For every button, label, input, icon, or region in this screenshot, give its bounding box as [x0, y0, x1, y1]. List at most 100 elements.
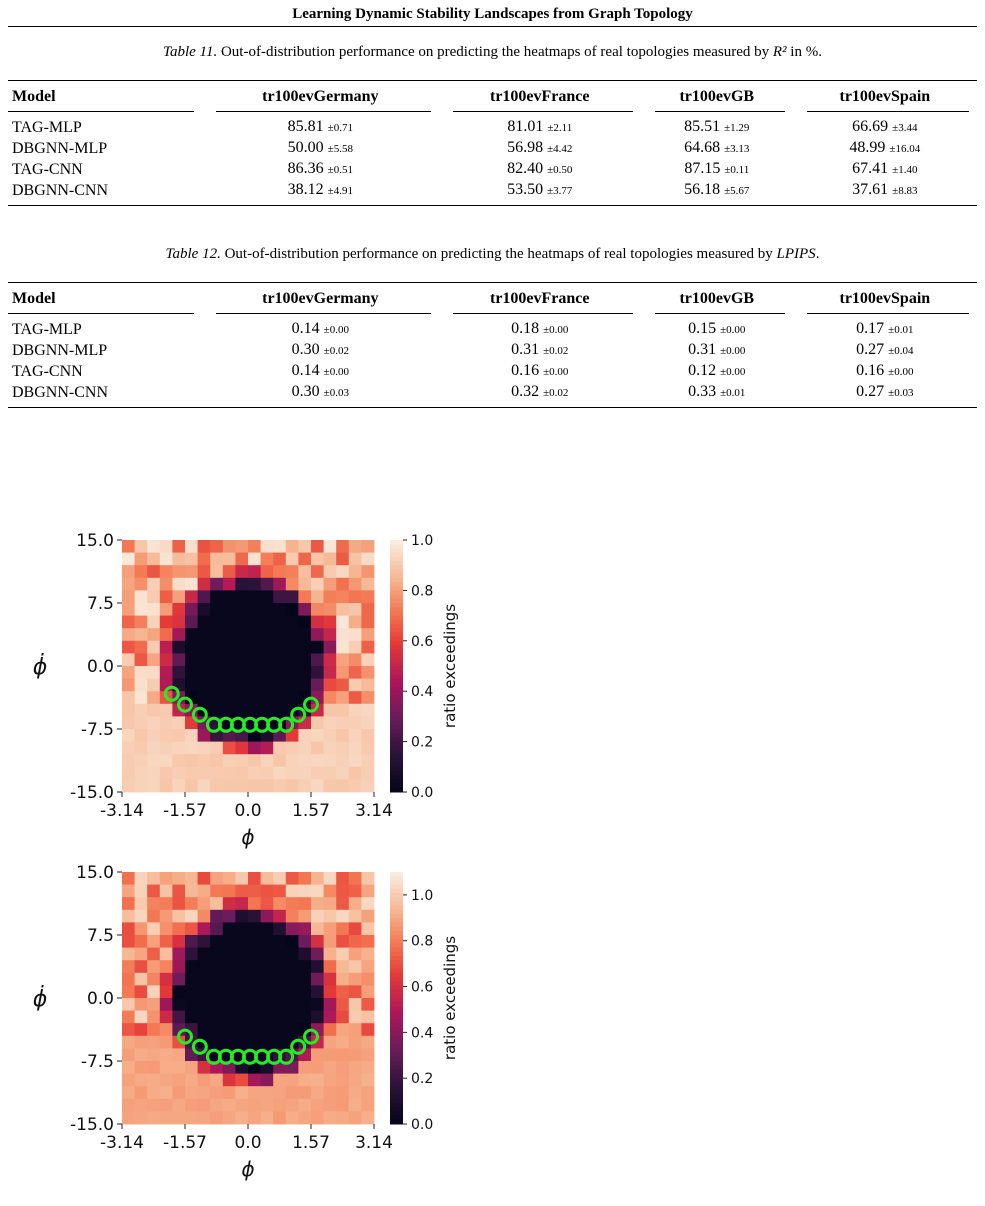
heatmap-cell [248, 766, 261, 780]
heatmap-cell [197, 947, 211, 961]
score-value: 38.12 [287, 181, 324, 198]
heatmap-cell [311, 640, 324, 654]
heatmap-cell [235, 897, 249, 911]
heatmap-cell [273, 1086, 287, 1100]
heatmap-cells [122, 540, 375, 793]
heatmap-cell [336, 972, 350, 986]
heatmap-cell [210, 779, 224, 793]
heatmap-cell [134, 935, 148, 948]
heatmap-cell [260, 779, 274, 793]
heatmap-cell [361, 972, 375, 986]
heatmap-cell [122, 766, 135, 780]
heatmap-cell [122, 972, 135, 986]
heatmap-cell [348, 922, 362, 936]
heatmap-cell [172, 766, 186, 780]
heatmap-cell [348, 729, 362, 742]
heatmap-cell [222, 884, 236, 898]
heatmap-cell [298, 947, 312, 961]
heatmap-cell [197, 552, 211, 566]
heatmap-cell [210, 998, 224, 1011]
model-name-cell: DBGNN-CNN [8, 382, 202, 408]
heatmap-cell [323, 754, 337, 768]
column-header-model: Model [8, 282, 202, 313]
score-std: ±3.44 [892, 122, 918, 134]
heatmap-cell [348, 1035, 362, 1049]
heatmap-cell [361, 922, 375, 936]
colorbar-segment [390, 712, 403, 717]
heatmap-cell [323, 935, 337, 948]
heatmap-cell [273, 766, 287, 780]
colorbar-tick-label: 1.0 [411, 888, 433, 904]
heatmap-cell [361, 960, 375, 974]
heatmap-cell [122, 960, 135, 974]
heatmap-cell [134, 1023, 148, 1037]
heatmap-cell [147, 998, 161, 1011]
heatmap-cell [260, 909, 274, 923]
heatmap-cell [210, 703, 224, 717]
colorbar-segment [390, 624, 403, 629]
heatmap-cell [336, 1073, 350, 1087]
colorbar-segment [390, 977, 403, 982]
heatmap-cell [147, 590, 161, 604]
heatmap-cell [222, 615, 236, 629]
heatmap-cell [336, 1048, 350, 1062]
heatmap-cell [298, 960, 312, 974]
heatmap-cell [336, 1098, 350, 1112]
heatmap-cell [323, 1098, 337, 1112]
heatmap-cell [159, 884, 173, 898]
heatmap-cell [248, 947, 261, 961]
heatmap-cell [235, 691, 249, 705]
heatmap-cell [172, 666, 186, 679]
heatmap-cell [185, 552, 198, 566]
heatmap-figure-top: 15.0 7.5 0.0 -7.5 -15.0-3.14 -1.57 0.0 1.57 3.14… [33, 531, 459, 849]
colorbar-tick-label: 0.0 [411, 1117, 433, 1133]
heatmap-cell [134, 985, 148, 999]
running-head-rule [8, 26, 977, 27]
heatmap-cell [159, 590, 173, 604]
table-row: TAG-MLP 85.81 ±0.71 81.01 ±2.11 85.51 ±1.29… [8, 112, 977, 138]
heatmap-cell [222, 922, 236, 936]
colorbar-segment [390, 1014, 403, 1020]
heatmap-cell [172, 540, 186, 553]
heatmap-cell [323, 615, 337, 629]
heatmap-cell [361, 640, 375, 654]
heatmap-cell [348, 678, 362, 692]
heatmap-cell [361, 615, 375, 629]
colorbar-segment [390, 771, 403, 776]
colorbar-segment [390, 1052, 403, 1058]
heatmap-cell [260, 972, 274, 986]
heatmap-cell [323, 540, 337, 553]
heatmap-cell [197, 909, 211, 923]
heatmap-cell [197, 1023, 211, 1037]
heatmap-cell [185, 741, 198, 755]
heatmap-cell [336, 985, 350, 999]
heatmap-cell [260, 947, 274, 961]
heatmap-cell [361, 653, 375, 667]
heatmap-cell [348, 998, 362, 1011]
heatmap-cell [323, 628, 337, 642]
score-cell: 64.68 ±3.13 [641, 138, 793, 159]
model-name-cell: DBGNN-MLP [12, 140, 108, 157]
heatmap-cell [134, 884, 148, 898]
heatmap-cell [311, 678, 324, 692]
heatmap-cell [235, 779, 249, 793]
heatmap-cell [235, 766, 249, 780]
y-tick-label: 7.5 [87, 594, 114, 614]
heatmap-cell [197, 590, 211, 604]
heatmap-cell [235, 590, 249, 604]
heatmap-cell [172, 615, 186, 629]
colorbar-segment [390, 754, 403, 759]
heatmap-cell [147, 922, 161, 936]
colorbar-tick-label: 0.4 [411, 1025, 433, 1041]
heatmap-cell [273, 960, 287, 974]
score-cell: 37.61 ±8.83 [792, 180, 977, 206]
heatmap-cell [273, 1035, 287, 1049]
heatmap-cell [172, 754, 186, 768]
heatmap-cell [260, 754, 274, 768]
heatmap-cell [348, 703, 362, 717]
heatmap-cell [248, 552, 261, 566]
heatmap-cell [122, 947, 135, 961]
heatmap-cell [336, 741, 350, 755]
heatmap-cell [159, 716, 173, 730]
score-cell: 50.00 ±5.58 [202, 138, 439, 159]
